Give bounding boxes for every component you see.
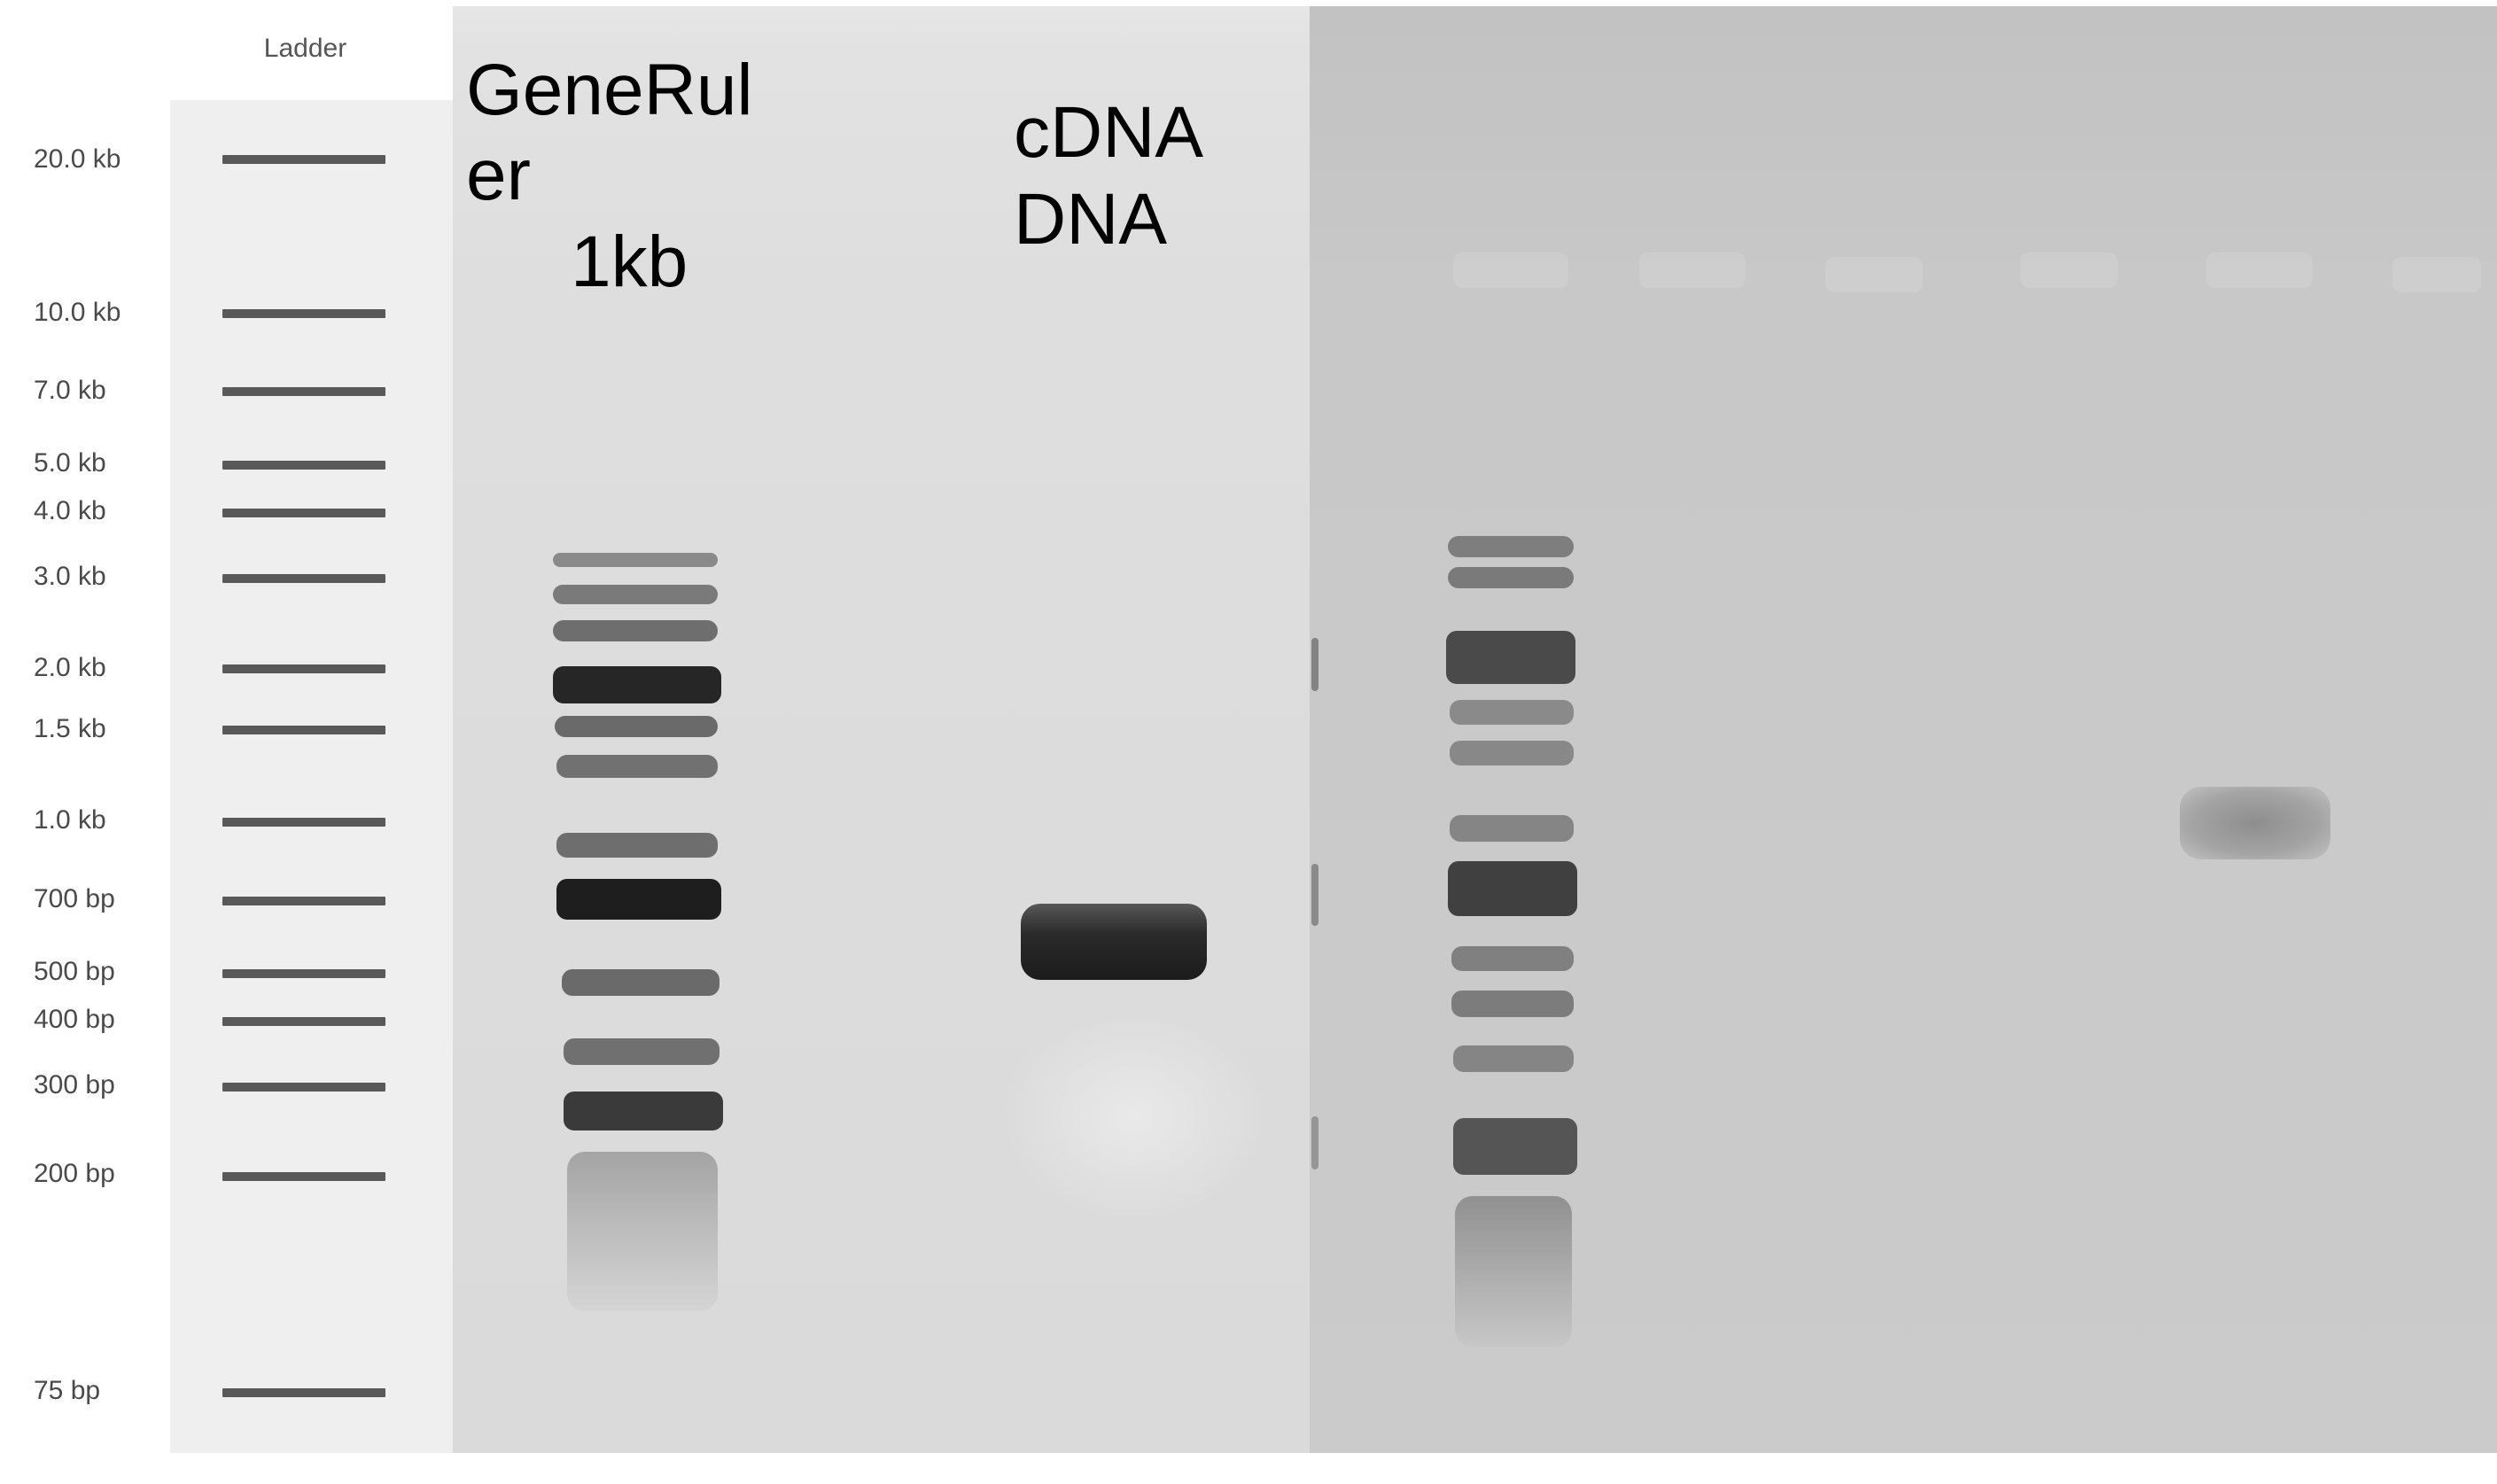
size-label-20kb: 20.0 kb <box>34 144 121 174</box>
gel-band <box>1451 946 1574 971</box>
reference-band <box>222 969 385 978</box>
size-label-300bp: 300 bp <box>34 1070 115 1099</box>
reference-band <box>222 897 385 905</box>
reference-band <box>222 1017 385 1026</box>
gel-band <box>1446 631 1575 684</box>
gel-edge-mark <box>1311 638 1319 691</box>
reference-band <box>222 664 385 673</box>
gel-band <box>553 585 718 604</box>
gel-band-smear <box>1455 1196 1572 1347</box>
reference-band <box>222 1388 385 1397</box>
gel-well <box>1639 253 1746 288</box>
reference-band <box>222 1083 385 1092</box>
gel-band <box>1448 567 1574 588</box>
gel-band <box>556 833 718 858</box>
gel-band <box>1448 861 1577 916</box>
gel-band <box>1453 1045 1574 1072</box>
gel-band <box>564 1038 720 1065</box>
reference-band <box>222 309 385 318</box>
gel-glow <box>1001 1010 1267 1223</box>
gel-well <box>2020 253 2118 288</box>
reference-ladder-panel <box>170 100 454 1453</box>
reference-band <box>222 1172 385 1181</box>
gel-well <box>1825 257 1923 292</box>
cdna-sample-band <box>1021 904 1207 980</box>
sample-lane-label-line1: cDNA <box>1014 92 1204 173</box>
size-label-700bp: 700 bp <box>34 884 115 913</box>
gel-well <box>1453 253 1568 288</box>
size-label-200bp: 200 bp <box>34 1159 115 1188</box>
sample-lane-label-line2: DNA <box>1014 179 1168 260</box>
size-label-5kb: 5.0 kb <box>34 448 106 478</box>
gel-band <box>1450 700 1574 725</box>
gel-edge-mark <box>1311 864 1319 926</box>
gel-band <box>1450 741 1574 765</box>
ladder-lane-label-line2: er <box>466 135 531 215</box>
ladder-lane-label-line3: 1kb <box>571 221 688 302</box>
size-label-7kb: 7.0 kb <box>34 376 106 405</box>
gel-well <box>2392 257 2481 292</box>
gel-band <box>1451 991 1574 1017</box>
reference-band <box>222 818 385 827</box>
reference-band <box>222 387 385 396</box>
gel-band <box>1448 536 1574 557</box>
ladder-title: Ladder <box>263 34 347 63</box>
reference-band <box>222 155 385 164</box>
faint-sample-band <box>2180 787 2330 859</box>
reference-band <box>222 461 385 470</box>
size-label-1kb: 1.0 kb <box>34 805 106 835</box>
gel-band <box>1450 815 1574 842</box>
size-label-75bp: 75 bp <box>34 1376 101 1405</box>
reference-band <box>222 509 385 517</box>
gel-band-smear <box>567 1152 718 1311</box>
size-label-2kb: 2.0 kb <box>34 653 106 682</box>
gel-band <box>556 755 718 778</box>
size-label-10kb: 10.0 kb <box>34 298 121 327</box>
gel-band <box>564 1092 723 1130</box>
gel-edge-mark <box>1311 1116 1319 1169</box>
gel-well <box>2206 253 2313 288</box>
reference-band <box>222 574 385 583</box>
gel-band <box>1453 1118 1577 1175</box>
size-label-4kb: 4.0 kb <box>34 496 106 525</box>
size-label-500bp: 500 bp <box>34 957 115 986</box>
size-label-400bp: 400 bp <box>34 1005 115 1034</box>
size-label-1-5kb: 1.5 kb <box>34 714 106 743</box>
gel-band <box>553 666 721 703</box>
gel-band <box>555 716 718 737</box>
gel-band <box>556 879 721 920</box>
ladder-lane-label-line1: GeneRul <box>466 50 753 130</box>
gel-band <box>562 969 720 996</box>
gel-band <box>553 553 718 567</box>
reference-band <box>222 726 385 734</box>
size-label-3kb: 3.0 kb <box>34 562 106 591</box>
gel-band <box>553 620 718 641</box>
